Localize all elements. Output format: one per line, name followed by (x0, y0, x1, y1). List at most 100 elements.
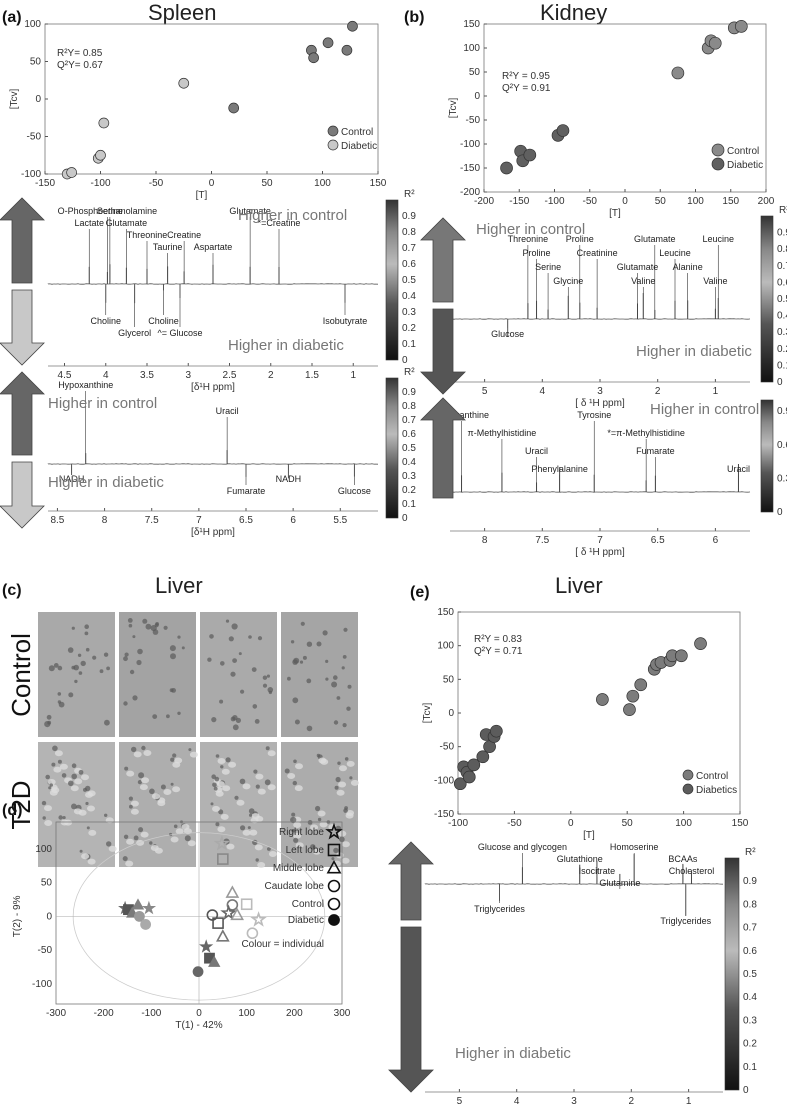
lipid-vacuole (217, 758, 226, 764)
lipid-vacuole (268, 851, 277, 857)
nucleus-dot (315, 805, 321, 812)
annotation-label: Phenylalanine (531, 464, 588, 474)
lipid-vacuole (73, 808, 82, 815)
scatter-point (347, 20, 358, 32)
nucleus-dot (317, 817, 322, 822)
nucleus-dot (291, 829, 296, 833)
lipid-vacuole (47, 779, 56, 785)
panel-d-label: (d) (2, 802, 22, 819)
nucleus-dot (220, 765, 224, 769)
nucleus-dot (316, 753, 321, 758)
lipid-vacuole (293, 822, 302, 828)
pca-point (240, 898, 253, 911)
nucleus-dot (254, 719, 260, 724)
lipid-vacuole (216, 781, 225, 788)
colorbar: 0 0.1 0.2 0.3 0.4 0.5 0.6 0.7 0.8 0.9 R² (724, 847, 757, 1096)
arrow-down-diabetic (0, 461, 45, 529)
b-nmr-lower-plot: Hypoxanthine π-Methylhistidine Uracil Pheny… (434, 399, 787, 558)
annotation-label: Lactate (74, 218, 104, 228)
nucleus-dot (128, 623, 133, 628)
scatter-point (623, 703, 636, 716)
x-tick-label: -300 (46, 1008, 66, 1019)
nucleus-dot (247, 826, 251, 830)
nucleus-dot (131, 746, 137, 753)
annotation-label: Hypoxanthine (58, 380, 113, 390)
nucleus-dot (290, 816, 297, 824)
nucleus-dot (238, 652, 242, 656)
nucleus-dot (207, 657, 212, 662)
colorbar-label: R² (404, 189, 415, 200)
x-tick-label: 0 (209, 178, 215, 189)
nucleus-dot (48, 665, 55, 672)
annotation-label: Aspartate (194, 242, 233, 252)
nucleus-dot (284, 768, 290, 774)
scatter-point (453, 777, 467, 791)
colorbar-tick-label: 0.4 (402, 457, 416, 468)
nucleus-dot (215, 822, 220, 827)
x-axis-label: [ δ ¹H ppm] (575, 398, 625, 409)
x-tick-label: 2 (629, 1096, 635, 1107)
annotation-label: Fumarate (636, 446, 675, 456)
annotation-label: *=π-Methylhistidine (607, 428, 685, 438)
lipid-vacuole (294, 785, 303, 792)
x-tick-label: 0 (622, 196, 628, 207)
lipid-vacuole (350, 779, 359, 786)
colorbar-tick-label: 0.2 (777, 344, 787, 355)
x-axis-label: [ δ ¹H ppm] (575, 547, 625, 558)
nucleus-dot (228, 636, 234, 642)
nucleus-dot (294, 719, 300, 725)
model-stat: Q²Y= 0.67 (57, 60, 103, 71)
nucleus-dot (334, 785, 339, 790)
colorbar-tick-label: 0.3 (402, 307, 416, 318)
nucleus-dot (310, 844, 316, 850)
nucleus-dot (231, 623, 238, 630)
annotation-label: Leucine (659, 248, 691, 258)
x-tick-label: 1 (350, 370, 356, 381)
x-tick-label: 0 (196, 1008, 202, 1019)
pca-point (246, 927, 259, 940)
nucleus-dot (77, 653, 82, 657)
d-pca-plot: -300 -200 -100 0 100 200 300 -100 -50 0 50 100 T(1) … (12, 821, 351, 1031)
annotation-label: Uracil (525, 446, 548, 456)
nucleus-dot (344, 757, 349, 761)
legend-marker (327, 879, 341, 893)
pca-point (217, 853, 229, 865)
nucleus-dot (57, 759, 62, 764)
annotation-label: Choline (90, 316, 121, 326)
legend-label: Left lobe (286, 845, 325, 856)
micrograph-control-3 (200, 612, 277, 737)
lipid-vacuole (312, 848, 321, 855)
lipid-vacuole (295, 763, 303, 770)
lipid-vacuole (170, 836, 179, 843)
y-tick-label: 50 (443, 674, 455, 685)
colorbar-tick-label: 0.7 (743, 923, 757, 934)
legend-label: Diabetic (341, 141, 377, 152)
nucleus-dot (57, 665, 63, 671)
x-tick-label: 7 (597, 535, 603, 546)
pca-point (213, 834, 231, 851)
nucleus-dot (86, 826, 90, 830)
lipid-vacuole (139, 784, 148, 791)
lipid-vacuole (267, 784, 276, 791)
annotation-label: ^= Glucose (158, 328, 203, 338)
nucleus-dot (172, 753, 177, 758)
y-tick-label: -150 (434, 809, 454, 820)
arrow-up-control (0, 371, 45, 456)
panel-e-title: Liver (555, 573, 603, 598)
x-tick-label: 5.5 (333, 515, 347, 526)
scatter-point (596, 693, 609, 706)
lipid-vacuole (255, 773, 264, 780)
lipid-vacuole (81, 774, 89, 781)
annotation-label: Glycine (553, 276, 583, 286)
lipid-vacuole (54, 750, 63, 757)
lipid-vacuole (310, 824, 319, 831)
nucleus-dot (48, 786, 52, 790)
lipid-vacuole (220, 813, 229, 820)
lipid-vacuole (217, 826, 226, 833)
legend-marker (682, 769, 694, 781)
micrograph-t2d-1 (38, 742, 115, 867)
x-tick-label: -50 (507, 818, 522, 829)
legend-marker (711, 157, 725, 171)
nucleus-dot (84, 631, 89, 636)
